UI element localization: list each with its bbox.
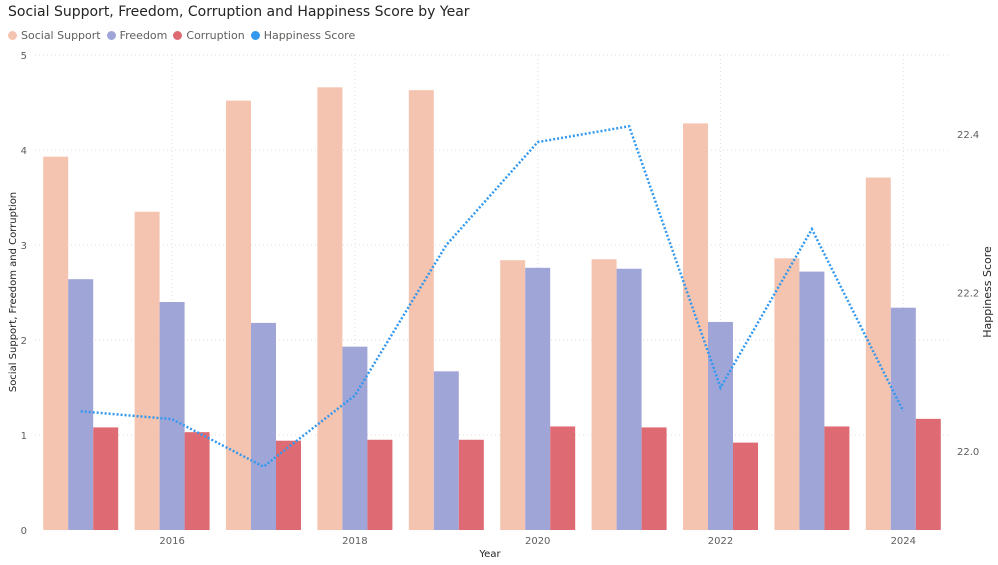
y2-axis-title: Happiness Score <box>981 246 994 338</box>
point-happiness-score[interactable] <box>261 464 266 469</box>
y-tick-label: 2 <box>21 336 27 347</box>
x-axis-title: Year <box>478 549 501 560</box>
y-axis-title: Social Support, Freedom and Corruption <box>8 192 19 392</box>
legend-marker-happiness-score <box>250 31 260 40</box>
bar-freedom[interactable] <box>433 371 459 530</box>
bar-freedom[interactable] <box>616 268 642 530</box>
y2-tick-label: 22.0 <box>957 447 979 458</box>
bar-corruption[interactable] <box>733 442 758 530</box>
bar-corruption[interactable] <box>458 439 484 530</box>
bar-social-support[interactable] <box>43 156 69 530</box>
bar-freedom[interactable] <box>159 302 185 530</box>
line-happiness-score[interactable] <box>80 124 905 469</box>
line-layer <box>78 124 906 469</box>
bar-freedom[interactable] <box>708 321 733 530</box>
y-tick-label: 1 <box>21 431 27 442</box>
bars-layer <box>43 87 941 531</box>
x-tick-label: 2020 <box>525 536 550 547</box>
point-happiness-score[interactable] <box>809 227 814 232</box>
y-tick-label: 0 <box>21 526 27 537</box>
legend-marker-social-support <box>8 31 17 40</box>
point-happiness-score[interactable] <box>170 417 175 422</box>
point-happiness-score[interactable] <box>352 393 357 398</box>
y-tick-label: 3 <box>21 241 27 252</box>
point-happiness-score[interactable] <box>627 124 632 129</box>
bar-social-support[interactable] <box>865 177 891 531</box>
y2-tick-label: 22.4 <box>957 130 979 141</box>
chart-title: Social Support, Freedom, Corruption and … <box>8 4 470 20</box>
bar-freedom[interactable] <box>68 279 94 530</box>
x-tick-label: 2018 <box>342 536 367 547</box>
legend-marker-freedom <box>106 31 116 40</box>
bar-social-support[interactable] <box>683 123 708 531</box>
point-happiness-score[interactable] <box>444 243 449 248</box>
y-tick-label: 4 <box>21 146 27 157</box>
bar-freedom[interactable] <box>342 346 368 530</box>
legend: Social Support Freedom Corruption Happin… <box>8 29 361 42</box>
bar-corruption[interactable] <box>276 440 301 530</box>
point-happiness-score[interactable] <box>718 385 723 390</box>
bar-freedom[interactable] <box>525 267 551 530</box>
legend-item-freedom[interactable]: Freedom <box>106 29 168 42</box>
point-happiness-score[interactable] <box>535 140 540 145</box>
bar-social-support[interactable] <box>774 258 800 530</box>
legend-label-corruption: Corruption <box>186 29 245 42</box>
bar-freedom[interactable] <box>251 322 276 530</box>
bar-corruption[interactable] <box>367 439 393 530</box>
bar-corruption[interactable] <box>93 427 119 530</box>
legend-item-happiness-score[interactable]: Happiness Score <box>250 29 356 42</box>
bar-corruption[interactable] <box>824 426 850 530</box>
bar-social-support[interactable] <box>226 100 251 530</box>
legend-item-social-support[interactable]: Social Support <box>8 29 101 42</box>
bar-corruption[interactable] <box>184 432 210 530</box>
bar-social-support[interactable] <box>134 211 160 530</box>
x-tick-label: 2016 <box>159 536 184 547</box>
bar-social-support[interactable] <box>408 90 434 531</box>
point-happiness-score[interactable] <box>901 409 906 414</box>
x-tick-label: 2022 <box>708 536 733 547</box>
bar-freedom[interactable] <box>799 271 825 530</box>
bar-social-support[interactable] <box>500 260 526 530</box>
legend-item-corruption[interactable]: Corruption <box>173 29 245 42</box>
legend-label-social-support: Social Support <box>21 29 101 42</box>
y2-tick-label: 22.2 <box>957 289 979 300</box>
bar-corruption[interactable] <box>915 418 941 530</box>
legend-marker-corruption <box>173 31 183 40</box>
y-tick-label: 5 <box>21 51 27 62</box>
point-happiness-score[interactable] <box>78 409 83 414</box>
bar-corruption[interactable] <box>641 427 667 530</box>
legend-label-happiness-score: Happiness Score <box>263 29 356 42</box>
x-tick-label: 2024 <box>891 536 916 547</box>
bar-social-support[interactable] <box>591 259 617 530</box>
legend-label-freedom: Freedom <box>119 29 168 42</box>
axes-layer: 0 1 2 3 4 5 22.0 22.2 22.4 2016 2018 2020 2022 2024 <box>21 51 980 547</box>
bar-corruption[interactable] <box>550 426 576 530</box>
bar-social-support[interactable] <box>317 87 343 531</box>
bar-freedom[interactable] <box>890 307 916 530</box>
